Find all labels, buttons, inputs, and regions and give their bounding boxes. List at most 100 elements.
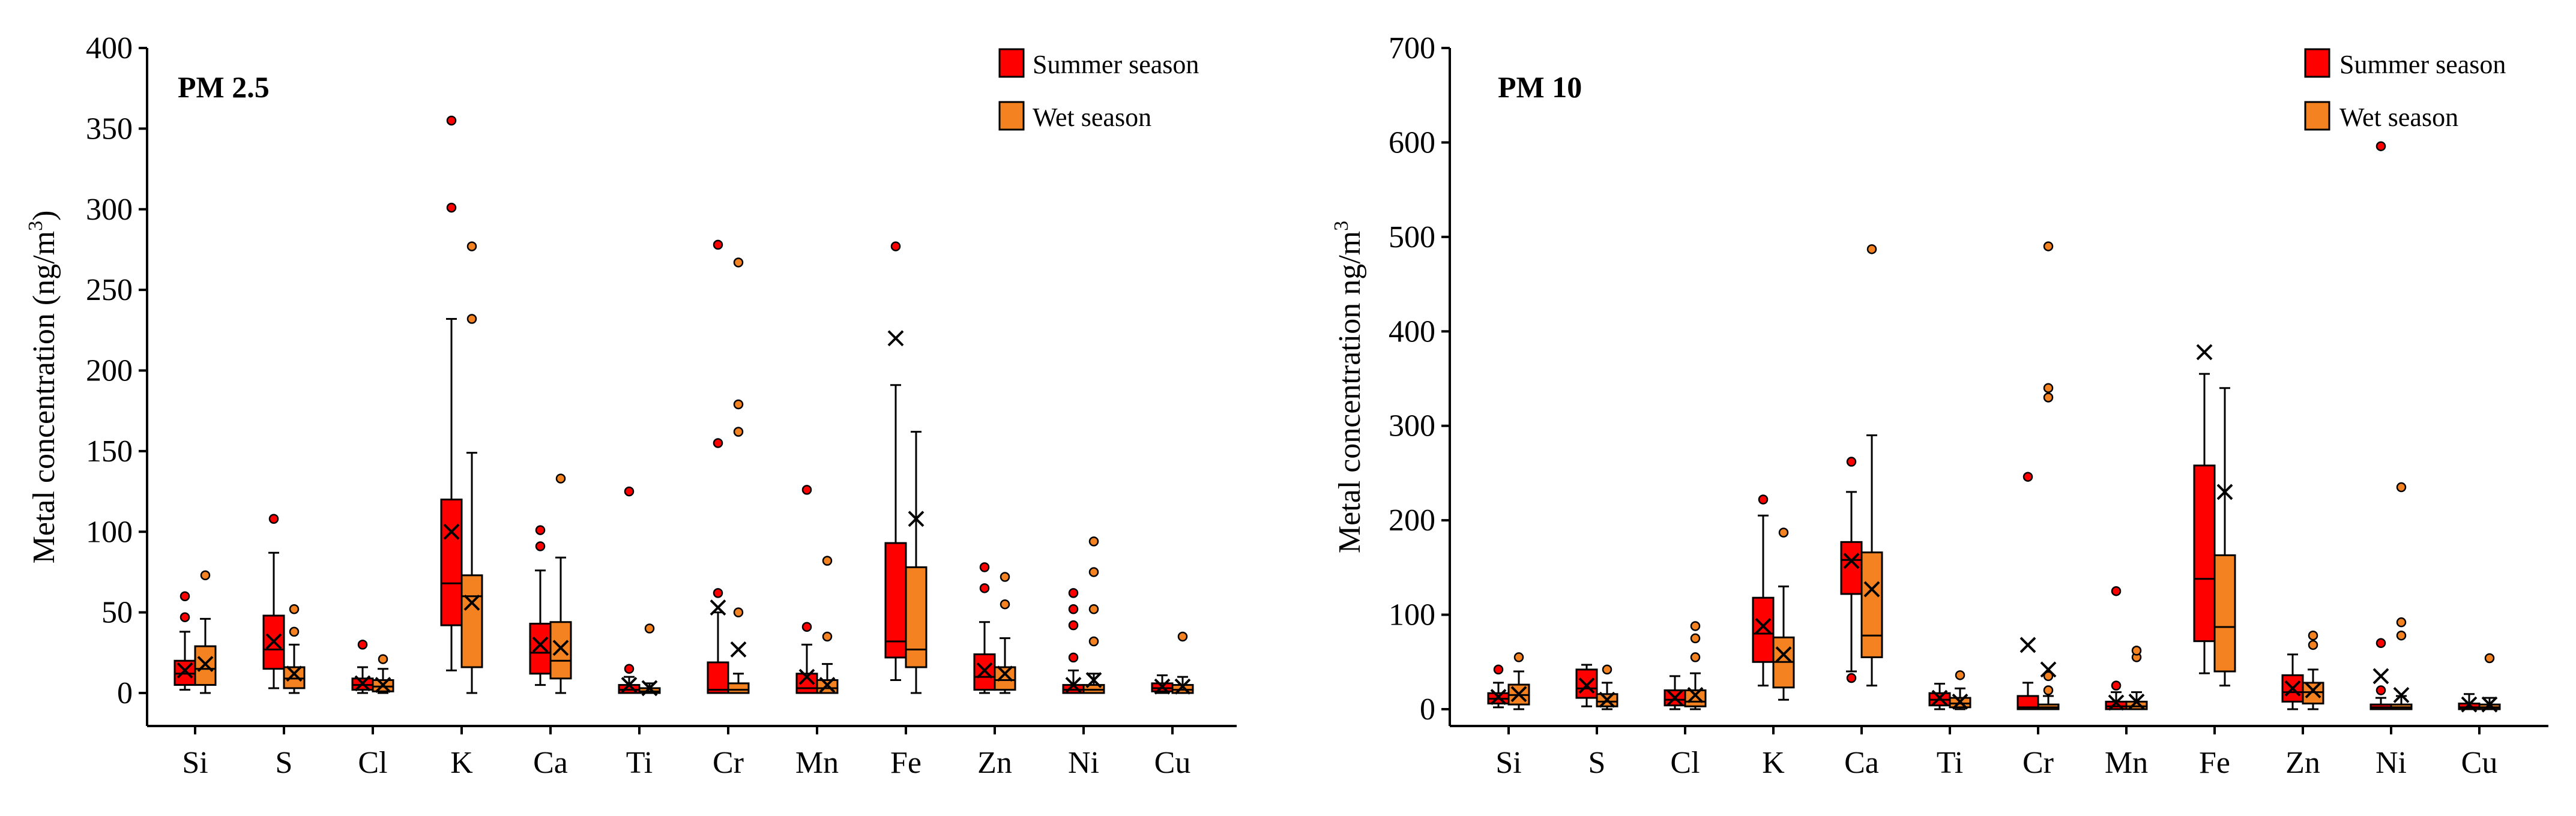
box-iqr — [2281, 674, 2304, 703]
outlier-point — [2308, 630, 2318, 641]
pm10-box-si-wet — [1507, 652, 1530, 710]
mean-marker — [1510, 686, 1527, 703]
outlier-point — [733, 427, 744, 437]
box-iqr — [2016, 695, 2039, 710]
outlier-point — [1778, 527, 1789, 538]
outlier-point — [466, 241, 477, 251]
outlier-point — [890, 241, 901, 251]
outlier-point — [268, 514, 279, 524]
mean-marker — [552, 640, 569, 656]
box-iqr — [529, 622, 552, 675]
mean-marker — [2372, 668, 2389, 685]
mean-marker — [621, 677, 638, 693]
pm25-box-si-summer — [173, 591, 196, 691]
pm25-y-tick-label: 250 — [86, 273, 133, 307]
mean-marker — [1154, 678, 1171, 695]
outlier-point — [2022, 472, 2033, 482]
outlier-point — [2043, 392, 2054, 403]
outlier-point — [624, 664, 635, 674]
pm25-y-ticks: 0 50 100 150 200 250 300 350 400 — [86, 31, 147, 710]
mean-marker — [798, 668, 815, 685]
pm10-legend-wet-swatch — [2304, 101, 2330, 131]
outlier-point — [466, 314, 477, 324]
outlier-point — [2396, 630, 2407, 641]
pm25-box-cr-summer — [707, 239, 729, 694]
outlier-point — [535, 541, 546, 551]
box-iqr — [460, 574, 483, 668]
pm10-box-ni-summer — [2369, 141, 2392, 710]
outlier-point — [1493, 664, 1504, 675]
mean-marker — [976, 662, 993, 679]
pm10-x-tick-label: Cl — [1670, 746, 1700, 780]
pm10-x-tick-label: Ni — [2375, 746, 2407, 780]
pm25-y-axis-title: Metal concentration (ng/m3) — [25, 211, 61, 564]
outlier-point — [1000, 599, 1010, 610]
pm10-box-fe-wet — [2213, 387, 2236, 687]
box-iqr — [1752, 596, 1775, 663]
pm25-x-tick-label: Cr — [713, 746, 744, 780]
pm25-x-ticks: Si S Cl K Ca Ti Cr Mn Fe Zn Ni Cu — [182, 726, 1190, 780]
outlier-point — [1088, 536, 1099, 547]
mean-marker — [1085, 672, 1102, 688]
pm10-box-s-summer — [1575, 664, 1598, 707]
pm10-y-tick-label: 400 — [1389, 314, 1435, 349]
pm25-legend-summer-swatch — [998, 48, 1025, 78]
outlier-point — [733, 607, 744, 617]
pm10-box-si-summer — [1487, 664, 1510, 709]
mean-marker — [1174, 678, 1191, 695]
mean-marker — [463, 595, 480, 611]
outlier-point — [1690, 652, 1701, 662]
pm10-legend: Summer season Wet season — [2304, 48, 2506, 132]
box-iqr — [707, 661, 729, 694]
mean-marker — [443, 523, 460, 540]
outlier-point — [357, 640, 368, 650]
pm25-x-tick-label: Mn — [795, 746, 839, 780]
pm10-box-ni-wet — [2390, 482, 2413, 710]
pm10-box-cr-summer — [2016, 472, 2039, 710]
mean-marker — [354, 675, 371, 692]
pm10-box-ca-summer — [1840, 457, 1863, 683]
box-iqr — [1684, 689, 1707, 707]
pm10-box-mn-wet — [2125, 646, 2148, 710]
pm25-box-ni-wet — [1082, 536, 1105, 694]
pm10-box-fe-summer — [2193, 344, 2216, 674]
pm25-box-ca-summer — [529, 525, 552, 686]
mean-marker — [1863, 581, 1880, 598]
pm10-box-k-summer — [1752, 494, 1775, 687]
mean-marker — [1687, 686, 1704, 703]
pm10-boxes — [1487, 141, 2501, 713]
pm10-panel-title: PM 10 — [1498, 70, 1582, 104]
pm10-y-tick-label: 500 — [1389, 220, 1435, 254]
pm25-x-tick-label: Fe — [890, 746, 922, 780]
mean-marker — [2393, 686, 2410, 703]
outlier-point — [535, 525, 546, 535]
pm25-box-cu-summer — [1151, 674, 1174, 695]
pm10-box-ca-wet — [1860, 244, 1883, 687]
pm25-box-ni-summer — [1062, 588, 1085, 694]
outlier-point — [1088, 636, 1099, 647]
pm25-box-cl-wet — [372, 654, 394, 694]
outlier-point — [2111, 680, 2122, 691]
pm25-box-cl-summer — [351, 640, 374, 694]
pm25-x-tick-label: S — [276, 746, 293, 780]
outlier-point — [1866, 244, 1877, 254]
mean-marker — [1755, 618, 1772, 634]
pm25-box-ti-summer — [618, 486, 641, 694]
mean-marker — [2305, 682, 2321, 698]
pm25-box-zn-wet — [994, 572, 1016, 694]
pm25-legend-wet-swatch — [998, 101, 1025, 131]
outlier-point — [2396, 617, 2407, 628]
box-iqr — [194, 645, 217, 686]
outlier-point — [2308, 640, 2318, 650]
box-iqr — [1664, 689, 1686, 707]
outlier-point — [801, 622, 812, 632]
pm25-box-ca-wet — [549, 473, 572, 694]
pm10-x-tick-label: Fe — [2199, 746, 2230, 780]
outlier-point — [801, 485, 812, 495]
pm10-x-tick-label: Ti — [1937, 746, 1963, 780]
outlier-point — [2043, 383, 2054, 393]
mean-marker — [710, 599, 726, 616]
outlier-point — [179, 612, 190, 622]
mean-marker — [1490, 689, 1507, 705]
